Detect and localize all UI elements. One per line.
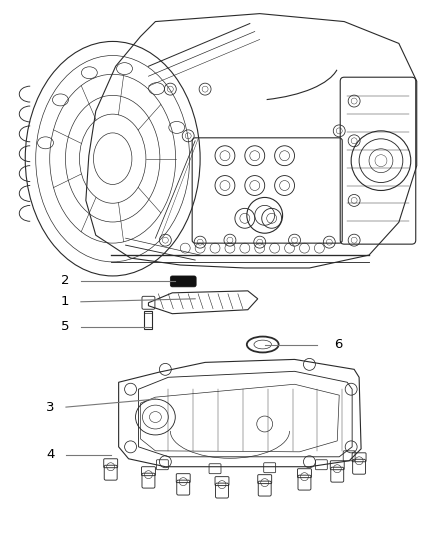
Bar: [145, 311, 152, 329]
Text: 2: 2: [61, 274, 70, 287]
Text: 4: 4: [46, 448, 54, 461]
Text: 3: 3: [46, 401, 55, 414]
Text: 5: 5: [61, 320, 70, 333]
FancyBboxPatch shape: [170, 276, 196, 287]
Text: 6: 6: [334, 338, 343, 351]
Text: 1: 1: [61, 295, 70, 308]
